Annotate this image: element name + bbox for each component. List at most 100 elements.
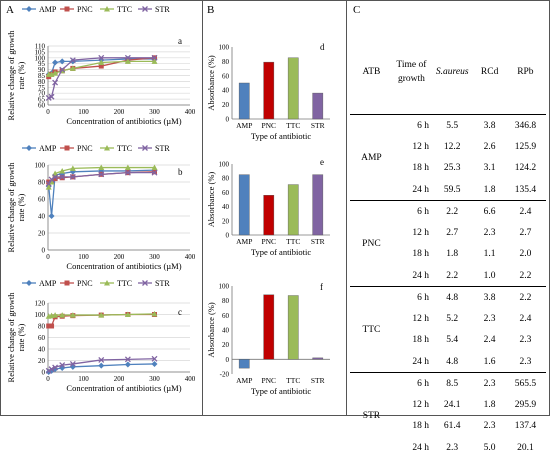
chart-c-data-point-amp [98,362,105,369]
atb-group-label: AMP [350,114,393,201]
chart-a-legend-label-pnc: PNC [77,5,93,14]
chart-c-legend-marker-pnc [64,280,70,286]
chart-f-ytick-label: -20 [220,371,230,379]
cell-rcd: 2.3 [483,227,496,238]
chart-b-data-point-str [124,169,131,176]
cell-time: 24 h [392,351,431,373]
cell-rpb: 565.5 [514,378,537,389]
chart-b-legend-label-str: STR [155,144,170,153]
chart-c-ytick-label: 80 [38,323,46,331]
table-header-row: ATB Time of growth S.aureus RCd RPb [350,30,546,115]
chart-e-ytick-label: 60 [222,189,230,197]
atb-group-label: TTC [350,286,393,373]
chart-b-legend-label-pnc: PNC [77,144,93,153]
chart-c-data-point-ttc [151,310,158,317]
chart-a-y-axis-label: Relative change of growth [6,30,16,121]
table-row: 18 h 5.4 2.4 2.3 [350,330,546,352]
panel-label-b: B [207,4,215,16]
chart-a-ytick-label: 110 [35,43,46,51]
chart-c-data-point-ttc [59,312,66,318]
chart-d-ytick-label: 100 [219,44,230,52]
cell-rpb: 20.1 [517,442,534,453]
chart-f-category-label-str: STR [311,376,325,385]
chart-c-data-point-pnc [46,323,52,329]
chart-b-data-point-str [45,180,52,187]
cell-rcd: 2.4 [483,335,496,346]
table-row: 24 h 59.5 1.8 135.4 [350,179,546,201]
chart-b-legend-marker-ttc [104,145,110,151]
chart-e-bar-pnc [263,195,275,236]
cell-rcd: 3.8 [483,120,496,131]
chart-b-data-point-amp [48,213,55,219]
chart-b-ytick-label: 40 [38,213,46,221]
table-row: 18 h 25.3 3.1 124.2 [350,158,546,180]
chart-c-data-point-str [151,355,158,362]
cell-saureus: 2.2 [430,265,475,287]
table-row: 12 h 12.2 2.6 125.9 [350,136,546,158]
chart-b-y-axis-label: Relative change of growth [6,162,16,253]
chart-f-y-axis-label: Absorbance (%) [206,302,216,358]
chart-b-data-point-str [69,173,76,180]
chart-a-data-point-str [52,79,59,86]
chart-d-category-label-pnc: PNC [261,121,276,130]
cell-rpb: 125.9 [514,141,537,152]
chart-f-bar-amp [238,359,250,369]
col-header-time: Time of growth [392,30,431,115]
chart-b-data-point-ttc [98,164,105,171]
cell-saureus: 8.5 [446,378,459,389]
chart-b-legend-marker-pnc [64,145,70,151]
cell-saureus: 25.3 [443,163,461,174]
chart-f-bar-pnc [263,294,275,360]
table-row: AMP 6 h 5.5 3.8 346.8 [350,114,546,201]
chart-d-category-label-str: STR [311,121,325,130]
cell-time: 12 h [412,313,430,324]
cell-rpb: 295.9 [514,399,537,410]
cell-rcd: 2.6 [483,141,496,152]
chart-b-ytick-label: 80 [38,179,46,187]
chart-a-x-axis-label: Concentration of antibiotics (µM) [66,116,181,126]
chart-a-ytick-label: 95 [38,60,46,68]
chart-c-ytick-label: 0 [42,369,46,377]
chart-a-ytick-label: 75 [38,84,46,92]
chart-c-y-axis-label: Relative change of growth [6,292,16,383]
chart-b-data-point-ttc [59,167,66,174]
chart-e-ytick-label: 100 [219,161,230,169]
cell-time: 6 h [417,120,430,131]
chart-b-data-point-ttc [69,165,76,171]
cell-rcd: 1.8 [483,399,496,410]
cell-time: 24 h [392,179,431,201]
chart-a-xtick-label: 200 [114,108,125,116]
chart-d-category-label-amp: AMP [236,121,252,130]
chart-b-data-point-str [151,169,158,176]
chart-a-data-point-ttc [98,59,105,66]
chart-a-xtick-label: 0 [46,108,50,116]
chart-a-y-axis-label-line2: rate (%) [16,62,26,90]
cell-time: 18 h [412,249,430,260]
chart-e-bar-str [312,174,324,236]
cell-rpb: 2.3 [519,335,532,346]
chart-b-data-point-ttc [45,184,52,190]
chart-b-xtick-label: 400 [185,253,196,261]
cell-saureus: 5.4 [446,335,459,346]
cell-time: 18 h [412,421,430,432]
chart-a-ytick-label: 65 [38,96,46,104]
chart-c-legend-label-str: STR [155,279,170,288]
cell-rpb: 2.2 [504,265,546,287]
chart-b-xtick-label: 0 [46,253,50,261]
col-header-time-text: Time of growth [396,60,427,84]
chart-c-data-point-str [124,356,131,363]
chart-c-data-point-ttc [124,311,131,317]
cell-rpb: 2.4 [519,206,532,217]
atb-group-label: PNC [350,200,393,287]
chart-c-data-point-ttc [69,312,76,318]
chart-a-data-point-ttc [69,65,76,71]
chart-d-ytick-label: 0 [226,116,230,124]
table-row: STR 6 h 8.5 2.3 565.5 [350,373,546,421]
chart-c-legend-label-ttc: TTC [117,279,132,288]
cell-rcd: 3.1 [483,163,496,174]
chart-a-legend-marker-pnc [64,6,70,12]
chart-e-ytick-label: 80 [222,175,230,183]
chart-a-ytick-label: 85 [38,72,46,80]
chart-c-data-point-str [59,362,66,369]
chart-f-ytick-label: 40 [222,327,230,335]
